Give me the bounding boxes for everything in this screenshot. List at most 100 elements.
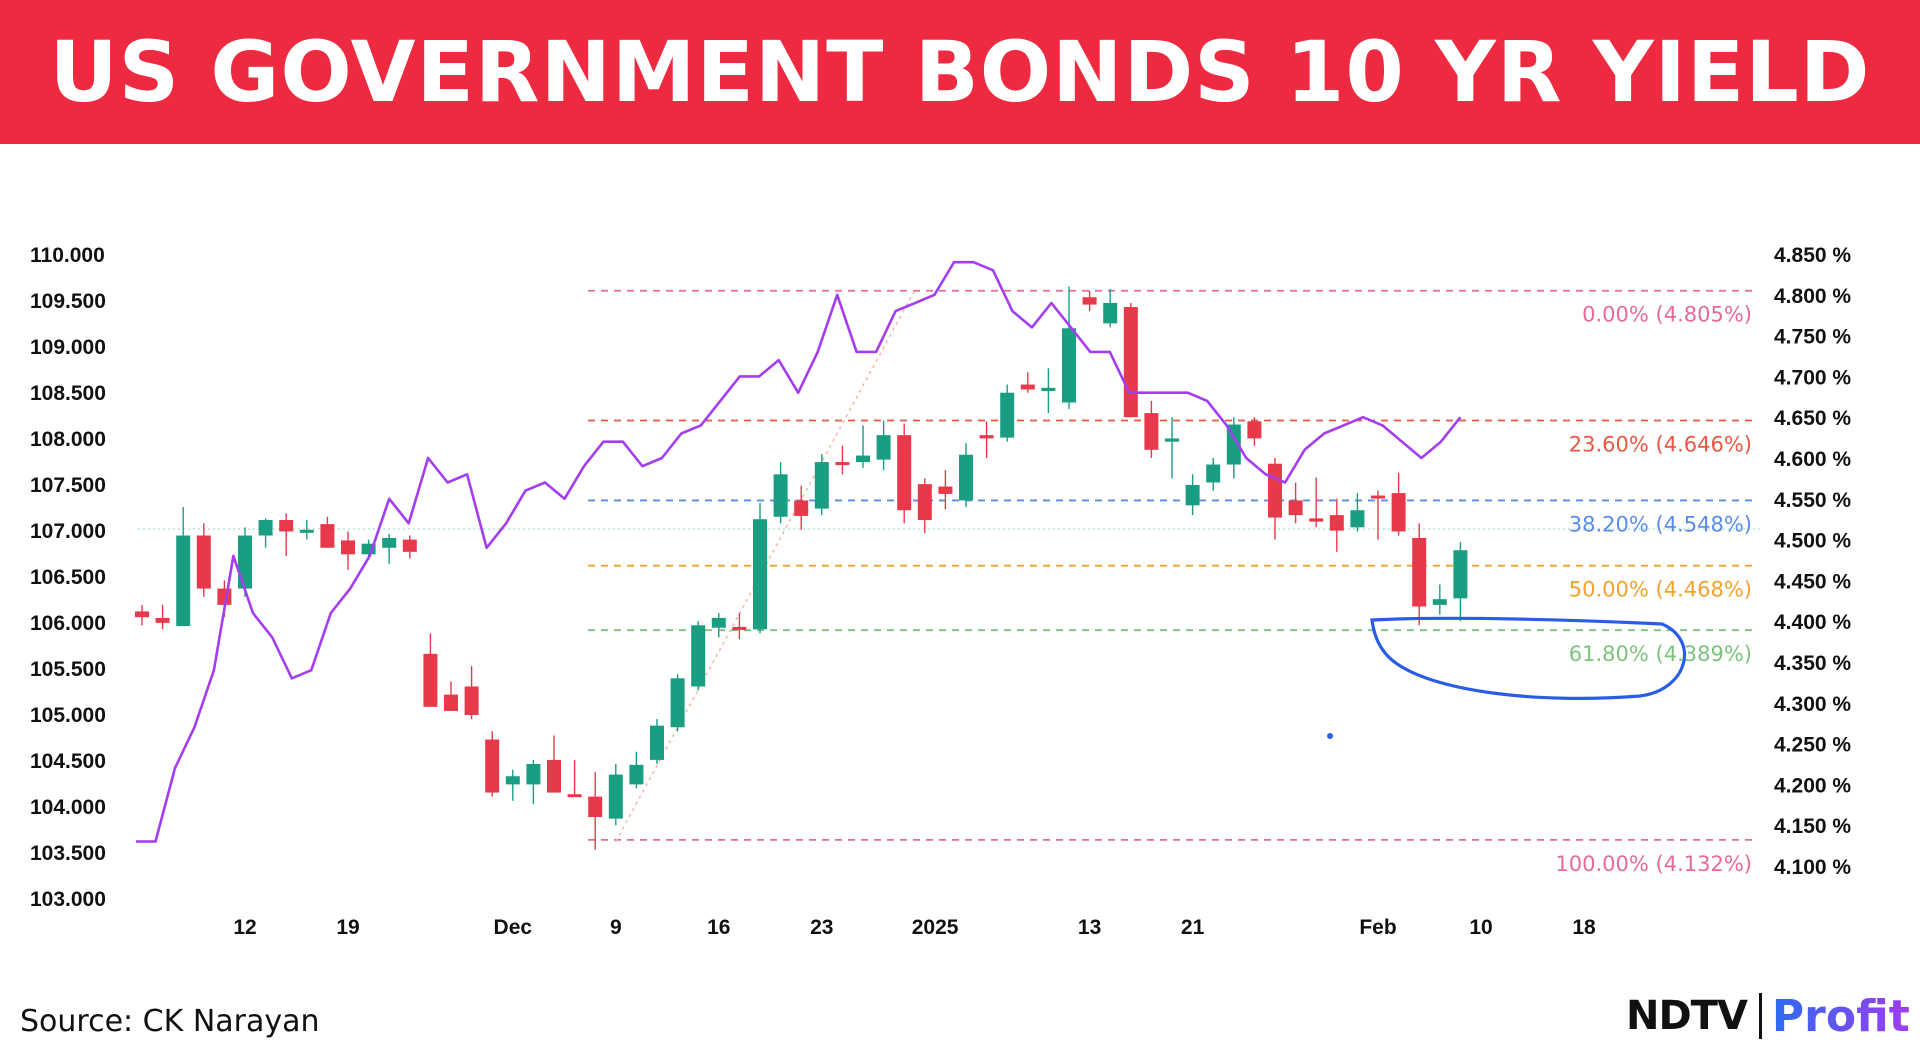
candle-body-bear [464, 686, 479, 716]
candle-body-bull [650, 725, 664, 760]
candle-body-bear [588, 796, 603, 818]
left-axis-tick: 103.500 [30, 842, 106, 865]
right-axis-tick: 4.750 % [1774, 326, 1851, 349]
candle-body-bull [753, 519, 767, 630]
right-axis-tick: 4.650 % [1774, 407, 1851, 430]
candle-body-bear [402, 539, 417, 552]
right-axis-tick: 4.150 % [1774, 815, 1851, 838]
right-axis-tick: 4.500 % [1774, 530, 1851, 553]
x-axis-tick: 13 [1078, 916, 1101, 939]
x-axis-tick: 23 [810, 916, 833, 939]
chart-title: US GOVERNMENT BONDS 10 YR YIELD [49, 23, 1871, 121]
candle-body-bear [835, 462, 850, 466]
fib-level-label: 0.00% (4.805%) [1582, 303, 1752, 327]
candle-body-bear [135, 611, 149, 618]
logo-divider [1758, 993, 1762, 1039]
right-axis-tick: 4.600 % [1774, 448, 1851, 471]
candle-body-bull [1000, 392, 1015, 438]
candle-body-bear [979, 435, 994, 439]
candle-body-bull [814, 462, 829, 509]
left-axis-tick: 108.500 [30, 382, 106, 405]
fib-level-label: 100.00% (4.132%) [1555, 852, 1752, 876]
x-axis-tick: 16 [707, 916, 730, 939]
candle-body-bull [1206, 464, 1221, 483]
left-axis-tick: 109.500 [30, 290, 106, 313]
candle-body-bear [794, 500, 809, 516]
candle-body-bear [732, 626, 747, 630]
candle-body-bear [547, 759, 561, 793]
candle-body-bear [155, 617, 170, 623]
left-axis-tick: 109.000 [30, 336, 106, 359]
candle-body-bear [485, 739, 500, 793]
left-axis-tick: 106.000 [30, 612, 106, 635]
left-axis-tick: 108.000 [30, 428, 106, 451]
annotation-circle [1370, 616, 1687, 700]
candle-body-bull [691, 625, 706, 687]
right-axis-tick: 4.550 % [1774, 489, 1851, 512]
annotation-dot [1327, 733, 1333, 739]
title-banner: US GOVERNMENT BONDS 10 YR YIELD [0, 0, 1920, 144]
right-axis-tick: 4.700 % [1774, 366, 1851, 389]
candle-body-bull [361, 543, 376, 555]
candle-body-bear [1391, 493, 1406, 532]
candle-body-bear [423, 653, 438, 707]
left-axis-tick: 107.500 [30, 474, 106, 497]
candle-body-bear [938, 486, 953, 494]
candle-body-bear [1123, 307, 1138, 418]
x-axis-tick: Dec [494, 916, 533, 939]
left-axis-tick: 105.000 [30, 704, 106, 727]
fib-level-label: 50.00% (4.468%) [1569, 578, 1752, 602]
candle-body-bull [1453, 550, 1468, 599]
candle-body-bull [1103, 302, 1118, 324]
candle-body-bear [1020, 384, 1035, 390]
candle-body-bear [341, 540, 355, 555]
overlay-line [136, 260, 1462, 843]
x-axis-tick: 19 [336, 916, 359, 939]
candle-body-bear [279, 520, 294, 532]
candle-body-bear [1412, 537, 1427, 607]
candle-body-bear [444, 694, 458, 711]
candle-body-bull [670, 678, 685, 728]
x-axis-tick: 10 [1469, 916, 1492, 939]
candle-body-bull [1041, 387, 1056, 392]
x-axis-tick: 2025 [912, 916, 959, 939]
candle-body-bear [1329, 515, 1344, 531]
candle-body-bear [196, 535, 211, 589]
candle-body-bull [176, 535, 191, 627]
candle-body-bull [382, 537, 397, 548]
ndtv-profit-logo: NDTV Profit [1626, 988, 1910, 1044]
candle-body-bull [1062, 328, 1076, 403]
candle-body-bear [917, 484, 932, 521]
candle-body-bull [238, 535, 252, 589]
x-axis-tick: 21 [1181, 916, 1205, 939]
candle-body-bear [1371, 495, 1385, 499]
candle-body-bull [1350, 510, 1365, 528]
fib-level-label: 23.60% (4.646%) [1569, 432, 1752, 456]
logo-profit-text: Profit [1771, 990, 1910, 1042]
candle-body-bull [876, 435, 891, 460]
left-axis-tick: 110.000 [30, 244, 105, 267]
candle-body-bull [959, 454, 973, 501]
x-axis-tick: 18 [1572, 916, 1596, 939]
candle-body-bull [629, 764, 644, 785]
right-axis-tick: 4.450 % [1774, 570, 1851, 593]
candle-body-bear [320, 524, 335, 548]
fib-level-label: 38.20% (4.548%) [1569, 512, 1752, 536]
right-axis-tick: 4.400 % [1774, 611, 1851, 634]
candle-body-bear [1288, 500, 1303, 516]
right-axis-tick: 4.100 % [1774, 856, 1851, 879]
right-axis-tick: 4.200 % [1774, 774, 1851, 797]
candle-body-bear [897, 435, 912, 511]
x-axis-tick: Feb [1359, 916, 1396, 939]
candle-body-bull [856, 455, 870, 463]
logo-ndtv-text: NDTV [1626, 993, 1748, 1039]
candle-body-bull [526, 764, 541, 785]
right-axis-tick: 4.800 % [1774, 285, 1851, 308]
left-axis-tick: 103.000 [30, 888, 106, 911]
candle-body-bear [1309, 518, 1324, 522]
candle-body-bear [1082, 297, 1097, 305]
right-axis-tick: 4.250 % [1774, 734, 1851, 757]
left-axis-tick: 104.500 [30, 750, 106, 773]
left-axis-tick: 106.500 [30, 566, 106, 589]
